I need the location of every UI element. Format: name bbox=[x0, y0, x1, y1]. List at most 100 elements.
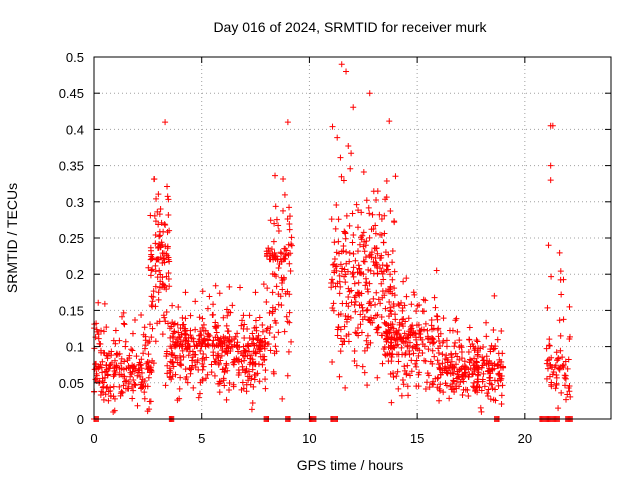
data-point bbox=[368, 302, 375, 309]
data-point bbox=[490, 396, 497, 403]
data-point bbox=[389, 259, 396, 266]
data-point bbox=[499, 363, 506, 370]
y-tick-label: 0.25 bbox=[59, 231, 84, 246]
data-point bbox=[182, 366, 189, 373]
data-point bbox=[246, 334, 253, 341]
data-point bbox=[372, 301, 379, 308]
data-point bbox=[234, 330, 241, 337]
data-point bbox=[210, 301, 217, 308]
data-point bbox=[434, 375, 441, 382]
data-point bbox=[226, 380, 233, 387]
data-point bbox=[161, 259, 168, 266]
data-point bbox=[414, 302, 421, 309]
data-point bbox=[355, 262, 362, 269]
data-point bbox=[336, 290, 343, 297]
data-point bbox=[346, 222, 353, 229]
data-point bbox=[129, 330, 136, 337]
data-point bbox=[421, 357, 428, 364]
data-point bbox=[354, 224, 361, 231]
data-point bbox=[466, 371, 473, 378]
data-point bbox=[430, 325, 437, 332]
data-point bbox=[401, 363, 408, 370]
data-point bbox=[222, 348, 229, 355]
data-point bbox=[141, 395, 148, 402]
data-point bbox=[364, 382, 371, 389]
data-point bbox=[564, 391, 571, 398]
data-point bbox=[152, 283, 159, 290]
data-point bbox=[411, 291, 418, 298]
data-point bbox=[227, 347, 234, 354]
data-point bbox=[472, 345, 479, 352]
data-point bbox=[381, 292, 388, 299]
data-point bbox=[113, 363, 120, 370]
data-point bbox=[224, 367, 231, 374]
data-point bbox=[391, 218, 398, 225]
data-point bbox=[473, 358, 480, 365]
data-point bbox=[411, 330, 418, 337]
data-point bbox=[148, 267, 155, 274]
data-point bbox=[263, 253, 270, 260]
data-point bbox=[352, 308, 359, 315]
data-point bbox=[152, 303, 159, 310]
data-point bbox=[478, 387, 485, 394]
data-point bbox=[138, 311, 145, 318]
data-point bbox=[498, 373, 505, 380]
data-point bbox=[200, 321, 207, 328]
data-point bbox=[209, 312, 216, 319]
data-point bbox=[169, 319, 176, 326]
data-point bbox=[553, 371, 560, 378]
data-point bbox=[272, 256, 279, 263]
data-point bbox=[283, 247, 290, 254]
data-point bbox=[343, 318, 350, 325]
data-point bbox=[362, 254, 369, 261]
data-point bbox=[559, 354, 566, 361]
data-point bbox=[397, 333, 404, 340]
data-point bbox=[368, 249, 375, 256]
data-point bbox=[213, 356, 220, 363]
data-point bbox=[105, 397, 112, 404]
data-point bbox=[486, 380, 493, 387]
data-point bbox=[370, 295, 377, 302]
data-point bbox=[259, 328, 266, 335]
data-point bbox=[155, 221, 162, 228]
data-point bbox=[436, 366, 443, 373]
data-point bbox=[266, 256, 273, 263]
data-point bbox=[176, 361, 183, 368]
data-point bbox=[245, 377, 252, 384]
data-point bbox=[443, 352, 450, 359]
data-point bbox=[339, 300, 346, 307]
data-point bbox=[239, 379, 246, 386]
data-point bbox=[179, 343, 186, 350]
data-point bbox=[359, 304, 366, 311]
data-point bbox=[369, 211, 376, 218]
data-point bbox=[546, 336, 553, 343]
data-point bbox=[382, 305, 389, 312]
data-point bbox=[448, 351, 455, 358]
data-point bbox=[153, 195, 160, 202]
data-point bbox=[159, 241, 166, 248]
data-point bbox=[387, 351, 394, 358]
data-point bbox=[439, 369, 446, 376]
data-point bbox=[375, 324, 382, 331]
data-point bbox=[355, 332, 362, 339]
data-point bbox=[279, 395, 286, 402]
data-point bbox=[420, 296, 427, 303]
data-point bbox=[408, 368, 415, 375]
data-point bbox=[558, 291, 565, 298]
data-point bbox=[415, 371, 422, 378]
data-point bbox=[188, 334, 195, 341]
data-point bbox=[374, 311, 381, 318]
data-point bbox=[409, 322, 416, 329]
data-point bbox=[430, 381, 437, 388]
data-point bbox=[465, 348, 472, 355]
data-point bbox=[192, 326, 199, 333]
data-point bbox=[108, 359, 115, 366]
data-point bbox=[407, 372, 414, 379]
data-point bbox=[365, 204, 372, 211]
data-point bbox=[186, 348, 193, 355]
data-point bbox=[333, 267, 340, 274]
data-point bbox=[483, 353, 490, 360]
data-point bbox=[249, 356, 256, 363]
data-point bbox=[119, 313, 126, 320]
data-point bbox=[106, 362, 113, 369]
